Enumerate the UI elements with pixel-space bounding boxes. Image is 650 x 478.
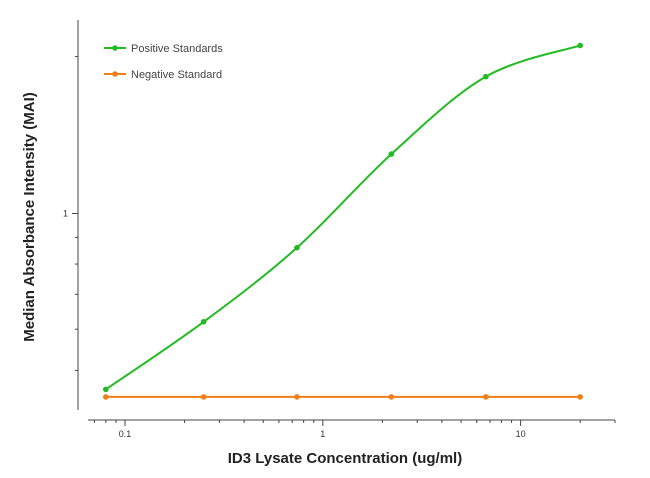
series-point-0 xyxy=(483,73,489,80)
ticks: 0.1 1 10 1 xyxy=(63,56,616,439)
series-point-0 xyxy=(577,42,583,49)
legend-swatch-marker xyxy=(112,71,118,77)
series-point-1 xyxy=(294,394,300,400)
axes xyxy=(77,20,615,421)
legend-swatch-marker xyxy=(112,45,118,51)
series-point-1 xyxy=(200,394,207,400)
series-point-0 xyxy=(103,386,109,393)
y-axis-title: Median Absorbance Intensity (MAI) xyxy=(21,92,38,341)
series-point-0 xyxy=(200,318,207,325)
x-tick-label: 1 xyxy=(320,429,325,439)
legend: Positive Standards Negative Standard xyxy=(104,43,223,81)
series xyxy=(103,42,583,400)
x-tick-label: 0.1 xyxy=(119,429,132,439)
series-line-0 xyxy=(105,44,581,391)
series-point-1 xyxy=(388,394,395,400)
series-point-0 xyxy=(294,244,300,251)
legend-label: Negative Standard xyxy=(131,69,222,81)
y-tick-label: 1 xyxy=(63,209,68,219)
series-point-0 xyxy=(388,151,395,157)
series-point-1 xyxy=(103,394,109,400)
series-point-1 xyxy=(577,394,583,400)
x-tick-label: 10 xyxy=(516,429,526,439)
series-point-1 xyxy=(483,394,489,400)
legend-label: Positive Standards xyxy=(131,43,223,55)
x-axis-title: ID3 Lysate Concentration (ug/ml) xyxy=(228,450,462,467)
